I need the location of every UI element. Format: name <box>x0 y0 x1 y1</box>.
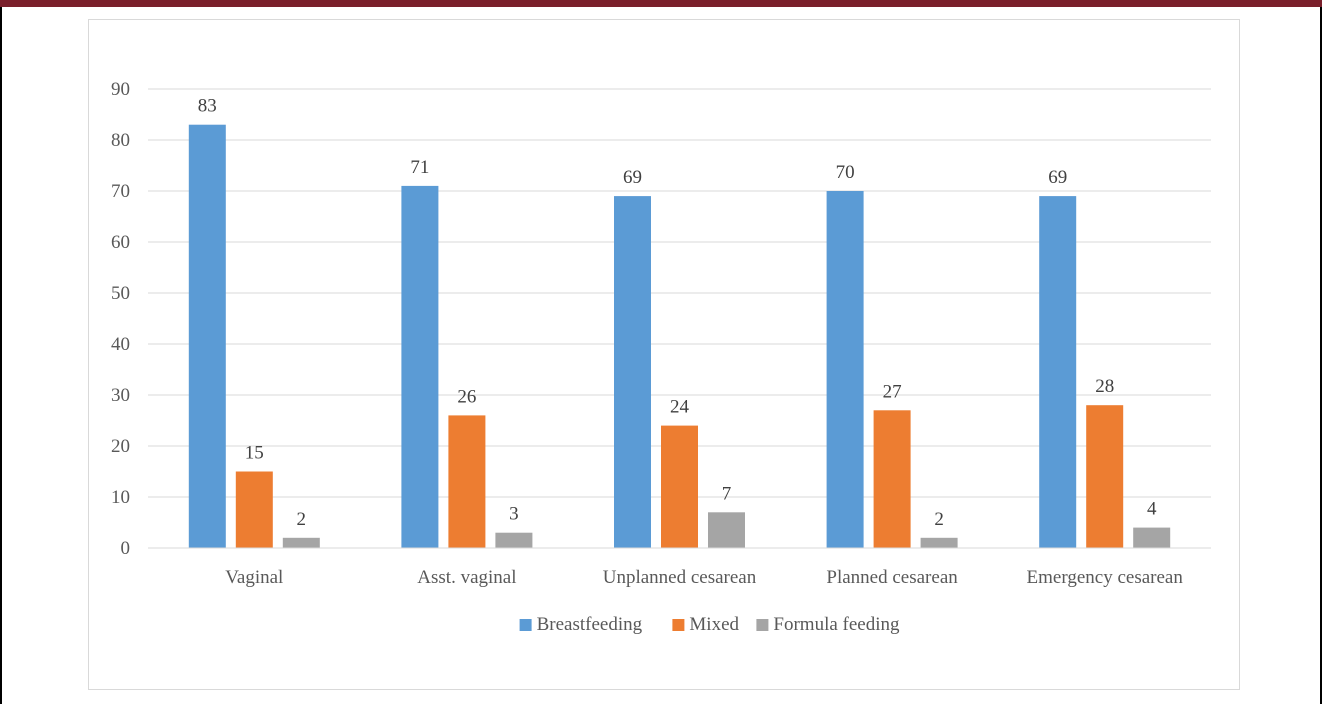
bar <box>495 532 533 548</box>
x-tick-label: Unplanned cesarean <box>603 567 757 588</box>
bar <box>1086 405 1124 548</box>
data-label: 2 <box>934 509 944 530</box>
bar <box>708 512 745 548</box>
x-tick-label: Planned cesarean <box>826 567 958 588</box>
legend: Breastfeeding Mixed Formula feeding <box>519 614 900 635</box>
data-label: 3 <box>509 504 519 525</box>
legend-swatch <box>756 619 769 631</box>
data-label: 2 <box>297 509 307 530</box>
y-tick-label: 10 <box>111 487 130 508</box>
data-label: 7 <box>722 483 732 504</box>
y-tick-label: 50 <box>111 283 130 304</box>
data-label: 27 <box>883 381 902 402</box>
bar <box>1133 527 1171 548</box>
bars <box>188 124 1171 548</box>
y-tick-label: 30 <box>111 385 130 406</box>
data-label: 4 <box>1147 499 1157 520</box>
bar <box>282 537 320 548</box>
y-tick-label: 0 <box>121 538 131 559</box>
bar <box>448 415 486 548</box>
legend-swatch <box>519 619 532 631</box>
bar <box>826 191 864 548</box>
bar <box>661 425 698 548</box>
y-tick-label: 80 <box>111 130 130 151</box>
y-axis: 0 10 20 30 40 50 60 70 80 90 <box>111 79 130 559</box>
y-tick-label: 90 <box>111 79 130 100</box>
bar <box>873 410 911 548</box>
data-label: 71 <box>410 157 429 178</box>
bar <box>1039 196 1077 548</box>
data-label: 69 <box>623 167 642 188</box>
bar <box>401 185 439 548</box>
data-label: 83 <box>198 96 217 117</box>
x-tick-label: Emergency cesarean <box>1027 567 1184 588</box>
data-label: 69 <box>1048 167 1067 188</box>
data-label: 26 <box>457 386 476 407</box>
data-label: 24 <box>670 397 690 418</box>
legend-label: Mixed <box>689 614 739 635</box>
data-labels: 83 15 2 71 26 3 69 24 7 70 27 2 69 28 4 <box>198 96 1157 530</box>
data-label: 28 <box>1095 376 1114 397</box>
bar <box>920 537 958 548</box>
data-label: 70 <box>836 162 855 183</box>
data-label: 15 <box>245 443 264 464</box>
x-axis: Vaginal Asst. vaginal Unplanned cesarean Pl… <box>148 547 1211 588</box>
y-tick-label: 20 <box>111 436 130 457</box>
y-tick-label: 40 <box>111 334 130 355</box>
header-bar <box>0 0 1322 7</box>
y-tick-label: 60 <box>111 232 130 253</box>
legend-swatch <box>672 619 685 631</box>
bar <box>235 471 273 548</box>
bar <box>614 196 651 548</box>
bar <box>188 124 226 548</box>
y-tick-label: 70 <box>111 181 130 202</box>
x-tick-label: Asst. vaginal <box>417 567 516 588</box>
x-tick-label: Vaginal <box>225 567 283 588</box>
legend-label: Formula feeding <box>773 614 900 635</box>
legend-label: Breastfeeding <box>537 614 643 635</box>
